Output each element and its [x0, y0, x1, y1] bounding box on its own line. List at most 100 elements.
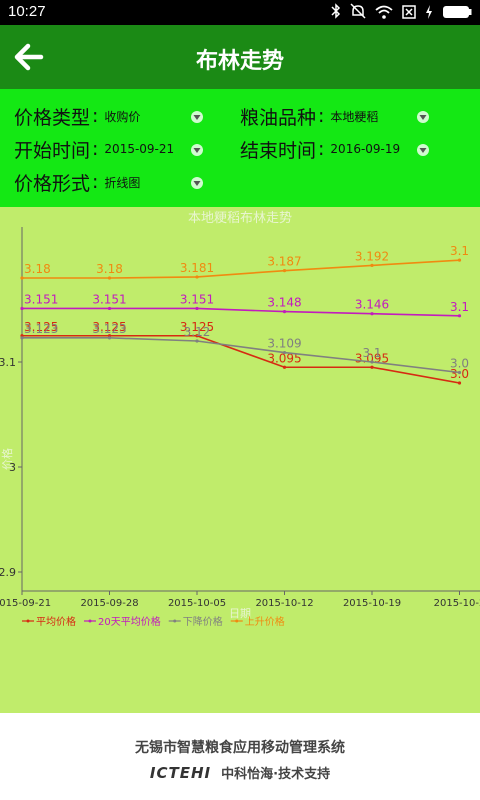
data-label: 3.1: [450, 300, 469, 314]
series-line-1: [22, 334, 460, 384]
series-line-3: [22, 337, 460, 374]
data-point: [370, 312, 374, 316]
start-time-filter[interactable]: 开始时间 : 2015-09-21: [14, 134, 174, 164]
start-time-label: 开始时间: [14, 139, 91, 162]
data-label: 3.1: [362, 346, 381, 360]
app-bar: 布林走势: [0, 25, 480, 89]
data-label: 3.148: [267, 296, 301, 310]
data-point: [370, 365, 374, 369]
x-axis-label: 日期: [229, 607, 251, 620]
data-point: [20, 336, 24, 340]
chart-title: 本地粳稻布林走势: [188, 210, 292, 226]
y-axis-label: 价格: [0, 448, 14, 470]
data-point: [370, 360, 374, 364]
support-text: 中科怡海·技术支持: [221, 767, 331, 782]
price-form-dropdown-icon[interactable]: [190, 175, 204, 189]
grain-variety-dropdown-icon[interactable]: [416, 109, 430, 123]
data-label: 3.146: [355, 298, 389, 312]
support-line: ICTEHI 中科怡海·技术支持: [0, 763, 480, 782]
price-type-label: 价格类型: [14, 106, 91, 129]
battery-icon: [442, 4, 472, 23]
data-point: [195, 275, 199, 279]
data-label: 3.151: [24, 292, 58, 306]
status-bar: 10:27: [0, 0, 480, 25]
series-line-2: [22, 307, 460, 317]
colon: :: [92, 171, 99, 193]
data-label: 3.18: [96, 262, 123, 276]
legend-marker: [173, 619, 177, 623]
back-arrow-icon[interactable]: [14, 43, 44, 71]
colon: :: [92, 138, 99, 160]
mute-icon: [350, 3, 366, 23]
y-tick-label: 2.9: [0, 566, 16, 579]
price-form-label: 价格形式: [14, 172, 91, 195]
end-time-label: 结束时间: [240, 139, 317, 162]
grain-variety-filter[interactable]: 粮油品种 : 本地粳稻: [240, 101, 378, 131]
bollinger-chart: 本地粳稻布林走势 3.1 3 2.9 2015-09-21 2015-09-28 2015-…: [0, 210, 480, 628]
grain-variety-value[interactable]: 本地粳稻: [330, 109, 379, 124]
data-label: 3.187: [267, 255, 301, 269]
data-point: [107, 306, 112, 311]
wifi-icon: [375, 4, 393, 23]
colon: :: [92, 105, 99, 127]
end-time-value[interactable]: 2016-09-19: [330, 142, 401, 156]
x-tick-label: 2015-10-05: [168, 598, 226, 609]
end-time-filter[interactable]: 结束时间 : 2016-09-19: [240, 134, 400, 164]
x-tick-label: 2015-10-2: [434, 598, 480, 609]
data-label: 3.151: [92, 292, 126, 306]
data-label: 3.12: [184, 325, 211, 339]
data-label: 3.181: [180, 261, 214, 275]
data-point: [195, 306, 199, 311]
grain-variety-label: 粮油品种: [240, 106, 317, 129]
price-form-filter[interactable]: 价格形式 : 折线图: [14, 167, 140, 197]
data-point: [370, 263, 374, 267]
end-time-dropdown-icon[interactable]: [416, 142, 430, 156]
colon: :: [318, 138, 325, 160]
data-label: 3.125: [92, 320, 126, 334]
charging-icon: [425, 4, 433, 23]
system-name: 无锡市智慧粮食应用移动管理系统: [135, 740, 345, 756]
data-point: [195, 339, 199, 343]
series-line-4: [22, 259, 460, 279]
data-label: 3.1: [450, 244, 469, 258]
data-label: 3.095: [267, 351, 301, 365]
footer: 无锡市智慧粮食应用移动管理系统 ICTEHI 中科怡海·技术支持: [0, 713, 480, 800]
start-time-value[interactable]: 2015-09-21: [104, 142, 175, 156]
price-type-filter[interactable]: 价格类型 : 收购价: [14, 101, 140, 131]
y-tick-label: 3: [9, 461, 16, 474]
data-point: [457, 370, 462, 375]
legend-label-4: 上升价格: [245, 615, 285, 628]
x-tick-label: 2015-09-21: [0, 598, 51, 609]
data-point: [457, 258, 462, 262]
brand-logo: ICTEHI: [149, 764, 212, 782]
data-label: 3.192: [355, 249, 389, 263]
price-type-dropdown-icon[interactable]: [190, 109, 204, 123]
x-tick-label: 2015-10-19: [343, 598, 401, 609]
data-label: 3.125: [180, 320, 214, 334]
price-type-value[interactable]: 收购价: [104, 109, 141, 124]
legend-label-2: 20天平均价格: [98, 615, 161, 628]
data-point: [282, 310, 287, 314]
data-point: [457, 314, 462, 318]
data-label: 3.123: [92, 322, 126, 336]
data-label: 3.18: [24, 262, 51, 276]
bluetooth-icon: [331, 3, 341, 23]
status-time: 10:27: [8, 3, 46, 20]
start-time-dropdown-icon[interactable]: [190, 142, 204, 156]
legend-marker: [235, 619, 239, 623]
status-icons: [331, 3, 472, 23]
x-tick-label: 2015-09-28: [80, 598, 138, 609]
x-tick-label: 2015-10-12: [255, 598, 313, 609]
legend-label-1: 平均价格: [36, 615, 76, 628]
page-title: 布林走势: [195, 49, 284, 74]
data-label: 3.123: [24, 322, 58, 336]
legend-label-3: 下降价格: [183, 615, 223, 628]
data-point: [20, 306, 24, 311]
data-label: 3.125: [24, 320, 58, 334]
chart-area: 本地粳稻布林走势 3.1 3 2.9 2015-09-21 2015-09-28 2015-…: [0, 207, 480, 713]
y-tick-label: 3.1: [0, 356, 16, 369]
data-point: [282, 269, 287, 273]
price-form-value[interactable]: 折线图: [104, 175, 141, 190]
filter-panel: 价格类型 : 收购价 粮油品种 : 本地粳稻 开始时间 : 2015-09-21…: [0, 89, 480, 207]
legend-marker: [88, 619, 92, 623]
